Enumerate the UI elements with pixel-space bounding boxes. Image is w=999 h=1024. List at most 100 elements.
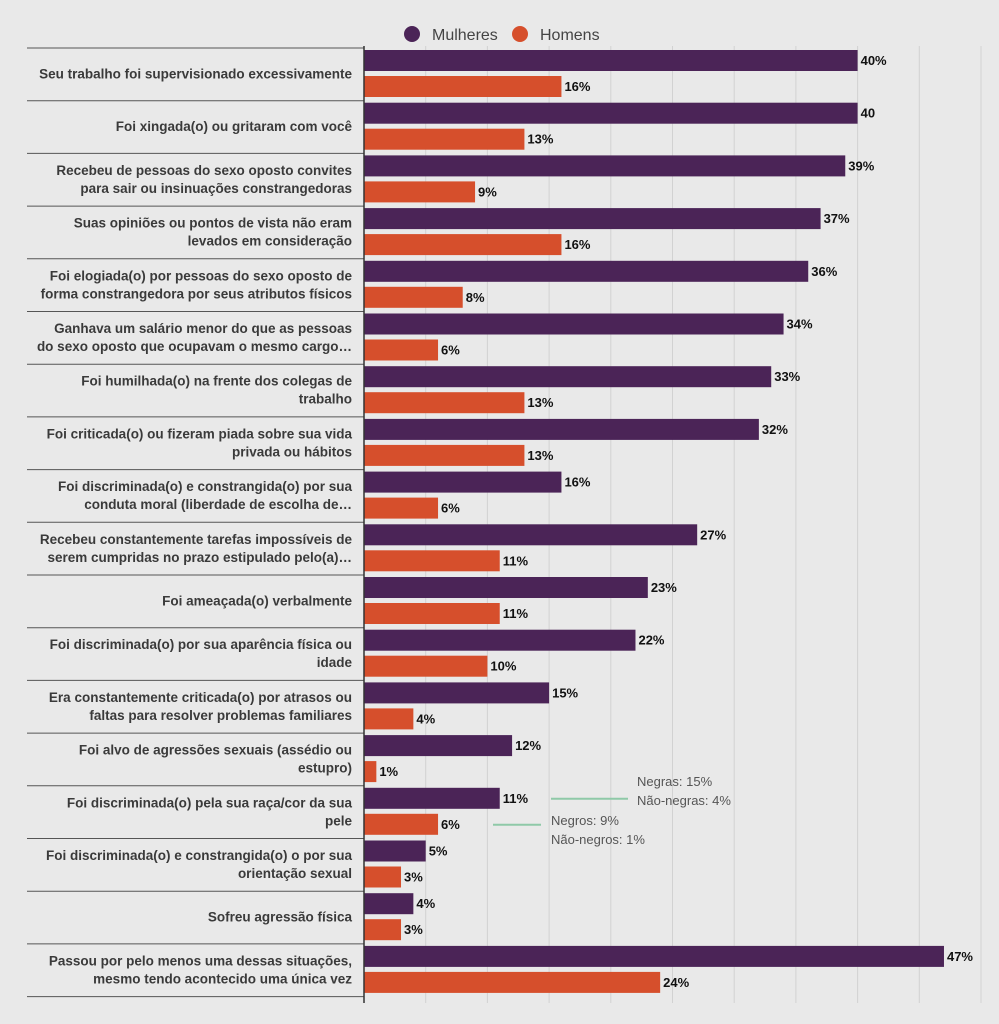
- bar-mulheres: [364, 418, 759, 440]
- bar-homens: [364, 76, 562, 97]
- category-label-line: do sexo oposto que ocupavam o mesmo carg…: [37, 339, 352, 354]
- bar-mulheres: [364, 208, 821, 230]
- category-label-line: idade: [317, 655, 353, 670]
- category-label-line: Sofreu agressão física: [208, 910, 353, 925]
- bar-homens: [364, 708, 414, 730]
- category-label-line: Foi alvo de agressões sexuais (assédio o…: [79, 743, 352, 758]
- bar-homens: [364, 866, 402, 888]
- bar-homens: [364, 813, 439, 835]
- bar-homens: [364, 234, 562, 256]
- category-label-line: Ganhava um salário menor do que as pesso…: [54, 321, 352, 336]
- category-label-line: faltas para resolver problemas familiare…: [89, 708, 352, 723]
- data-label: 4%: [416, 711, 435, 726]
- legend-swatch-homens: [512, 26, 528, 42]
- data-label: 24%: [663, 975, 689, 990]
- data-label: 3%: [404, 870, 423, 885]
- category-label-line: Foi ameaçada(o) verbalmente: [162, 594, 352, 609]
- data-label: 16%: [564, 475, 590, 490]
- bar-homens: [364, 444, 525, 466]
- bar-mulheres: [364, 682, 550, 704]
- bar-mulheres: [364, 50, 858, 71]
- category-label-line: orientação sexual: [238, 866, 352, 881]
- category-label: Seu trabalho foi supervisionado excessiv…: [39, 67, 352, 82]
- bar-homens: [364, 392, 525, 414]
- data-label: 33%: [774, 369, 800, 384]
- category-label-line: levados em consideração: [188, 234, 352, 249]
- category-label: Foi xingada(o) ou gritaram com você: [116, 119, 353, 134]
- annotation-text: Negras: 15%: [637, 774, 713, 789]
- data-label: 36%: [811, 264, 837, 279]
- bar-homens: [364, 919, 402, 941]
- data-label: 34%: [787, 317, 813, 332]
- data-label: 6%: [441, 343, 460, 358]
- category-label: Foi discriminada(o) e constrangida(o) o …: [46, 848, 353, 881]
- bar-mulheres: [364, 366, 772, 388]
- data-label: 39%: [848, 158, 874, 173]
- category-label: Recebeu constantemente tarefas impossíve…: [40, 532, 353, 565]
- category-label: Foi criticada(o) ou fizeram piada sobre …: [47, 426, 353, 459]
- bar-mulheres: [364, 260, 809, 282]
- bar-mulheres: [364, 945, 944, 967]
- category-label-line: Foi criticada(o) ou fizeram piada sobre …: [47, 426, 353, 441]
- category-label-line: Foi humilhada(o) na frente dos colegas d…: [81, 374, 352, 389]
- category-label-line: Foi discriminada(o) pela sua raça/cor da…: [67, 795, 353, 810]
- bar-mulheres: [364, 893, 414, 915]
- category-label: Foi alvo de agressões sexuais (assédio o…: [79, 743, 352, 776]
- category-label-line: estupro): [298, 761, 352, 776]
- annotation-text: Negros: 9%: [551, 813, 619, 828]
- legend-swatch-mulheres: [404, 26, 420, 42]
- bar-mulheres: [364, 577, 648, 598]
- chart-rows: Seu trabalho foi supervisionado excessiv…: [27, 47, 973, 998]
- data-label: 4%: [416, 896, 435, 911]
- data-label: 8%: [466, 290, 485, 305]
- bar-mulheres: [364, 629, 636, 651]
- legend-label-homens: Homens: [540, 27, 600, 44]
- bar-homens: [364, 128, 525, 150]
- data-label: 11%: [503, 791, 529, 806]
- data-label: 40%: [861, 53, 887, 68]
- data-label: 13%: [527, 132, 553, 147]
- category-label-line: Foi elogiada(o) por pessoas do sexo opos…: [50, 268, 353, 283]
- category-label: Foi discriminada(o) pela sua raça/cor da…: [67, 795, 353, 828]
- bar-homens: [364, 550, 500, 572]
- legend-label-mulheres: Mulheres: [432, 27, 498, 44]
- bar-mulheres: [364, 735, 513, 757]
- category-label: Ganhava um salário menor do que as pesso…: [37, 321, 352, 354]
- data-label: 3%: [404, 922, 423, 937]
- category-label: Foi discriminada(o) e constrangida(o) po…: [58, 479, 353, 512]
- category-label-line: Foi xingada(o) ou gritaram com você: [116, 119, 353, 134]
- bar-mulheres: [364, 155, 846, 177]
- bar-homens: [364, 971, 661, 993]
- category-label-line: para sair ou insinuações constrangedoras: [80, 181, 352, 196]
- bar-homens: [364, 603, 500, 624]
- category-label: Era constantemente criticada(o) por atra…: [49, 690, 352, 723]
- bar-mulheres: [364, 787, 500, 809]
- category-label-line: Era constantemente criticada(o) por atra…: [49, 690, 352, 705]
- data-label: 9%: [478, 184, 497, 199]
- chart-annotations: Negras: 15% Não-negras: 4% Negros: 9% Não-n…: [493, 774, 731, 847]
- category-label-line: Recebeu de pessoas do sexo oposto convit…: [56, 163, 352, 178]
- category-label-line: Seu trabalho foi supervisionado excessiv…: [39, 67, 352, 82]
- data-label: 32%: [762, 422, 788, 437]
- data-label: 16%: [564, 79, 590, 94]
- data-label: 40: [861, 106, 875, 121]
- data-label: 11%: [503, 606, 529, 621]
- data-label: 23%: [651, 580, 677, 595]
- category-label-line: pele: [325, 813, 353, 828]
- bar-mulheres: [364, 840, 426, 862]
- annotation-text: Não-negras: 4%: [637, 793, 731, 808]
- bar-homens: [364, 286, 463, 308]
- data-label: 16%: [564, 237, 590, 252]
- data-label: 12%: [515, 738, 541, 753]
- data-label: 11%: [503, 553, 529, 568]
- category-label-line: Passou por pelo menos uma dessas situaçõ…: [49, 953, 352, 968]
- data-label: 10%: [490, 659, 516, 674]
- category-label-line: Recebeu constantemente tarefas impossíve…: [40, 532, 353, 547]
- category-label-line: forma constrangedora por seus atributos …: [41, 286, 352, 301]
- category-label: Suas opiniões ou pontos de vista não era…: [74, 216, 352, 249]
- bar-homens: [364, 761, 377, 783]
- category-label-line: Foi discriminada(o) por sua aparência fí…: [50, 637, 352, 652]
- data-label: 5%: [429, 844, 448, 859]
- category-label: Sofreu agressão física: [208, 910, 353, 925]
- data-label: 37%: [824, 211, 850, 226]
